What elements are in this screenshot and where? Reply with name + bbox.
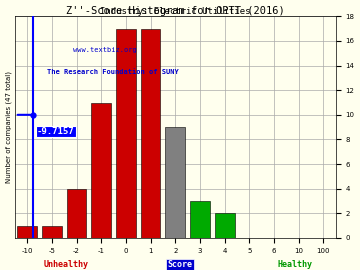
Bar	[165, 127, 185, 238]
Text: Healthy: Healthy	[278, 260, 313, 269]
Bar	[215, 213, 234, 238]
Text: Score: Score	[167, 260, 193, 269]
Bar	[141, 29, 161, 238]
Bar	[42, 226, 62, 238]
Text: www.textbiz.org: www.textbiz.org	[73, 47, 136, 53]
Text: Unhealthy: Unhealthy	[43, 260, 88, 269]
Y-axis label: Number of companies (47 total): Number of companies (47 total)	[5, 71, 12, 183]
Text: -9.7157: -9.7157	[37, 127, 75, 136]
Bar	[190, 201, 210, 238]
Text: Industry: Electric Utilities: Industry: Electric Utilities	[100, 7, 251, 16]
Bar	[67, 189, 86, 238]
Title: Z''-Score Histogram for OPTT (2016): Z''-Score Histogram for OPTT (2016)	[66, 6, 285, 16]
Bar	[17, 226, 37, 238]
Bar	[91, 103, 111, 238]
Bar	[116, 29, 136, 238]
Text: The Research Foundation of SUNY: The Research Foundation of SUNY	[47, 69, 179, 75]
